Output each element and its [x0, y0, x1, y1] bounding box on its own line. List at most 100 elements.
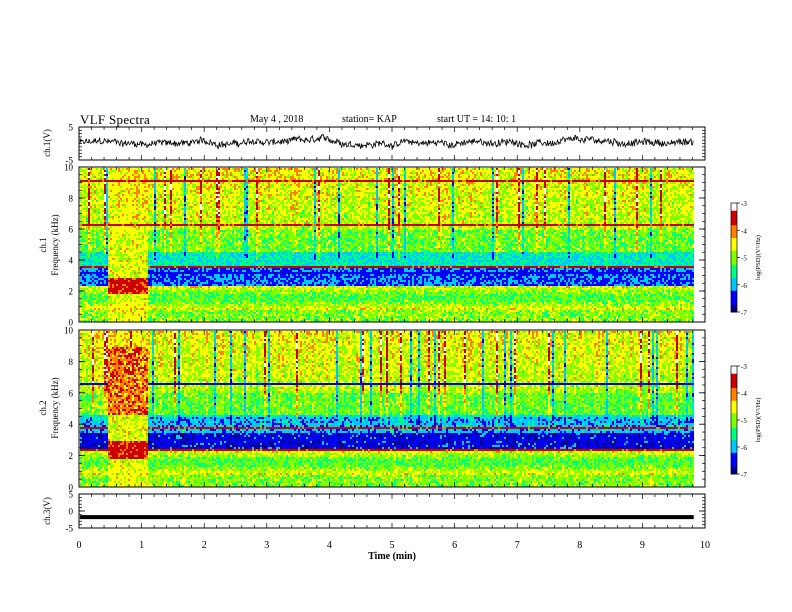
- spectrogram-cell: [80, 312, 82, 314]
- spectrogram-cell: [92, 276, 94, 278]
- spectrogram-cell: [84, 182, 86, 184]
- spectrogram-cell: [90, 252, 92, 254]
- spectrogram-cell: [90, 224, 92, 226]
- spectrogram-cell: [86, 282, 88, 284]
- spectrogram-cell: [84, 226, 86, 228]
- spectrogram-cell: [92, 280, 94, 282]
- spectrogram-cell: [90, 314, 92, 316]
- spectrogram-cell: [88, 296, 90, 298]
- spectrogram-cell: [94, 248, 96, 250]
- spectrogram-cell: [90, 268, 92, 270]
- spectrogram-cell: [92, 236, 94, 238]
- spectrogram-cell: [84, 224, 86, 226]
- spectrogram-cell: [88, 276, 90, 278]
- spectrogram-cell: [90, 298, 92, 300]
- spectrogram-cell: [96, 316, 98, 318]
- spectrogram-cell: [94, 188, 96, 190]
- spectrogram-cell: [90, 194, 92, 196]
- spectrogram-cell: [84, 246, 86, 248]
- spectrogram-cell: [92, 274, 94, 276]
- spectrogram-cell: [84, 282, 86, 284]
- spectrogram-cell: [84, 274, 86, 276]
- spectrogram-cell: [82, 218, 84, 220]
- spectrogram-cell: [86, 190, 88, 192]
- spectrogram-cell: [80, 194, 82, 196]
- spectrogram-cell: [94, 284, 96, 286]
- spectrogram-cell: [86, 220, 88, 222]
- spectrogram-cell: [80, 238, 82, 240]
- spectrogram-cell: [90, 236, 92, 238]
- spectrogram-cell: [92, 232, 94, 234]
- spectrogram-cell: [80, 242, 82, 244]
- spectrogram-cell: [92, 278, 94, 280]
- spectrogram-cell: [90, 244, 92, 246]
- spectrogram-cell: [92, 214, 94, 216]
- spectrogram-cell: [80, 200, 82, 202]
- spectrogram-cell: [88, 266, 90, 268]
- spectrogram-cell: [94, 290, 96, 292]
- spectrogram-cell: [86, 178, 88, 180]
- spectrogram-cell: [86, 274, 88, 276]
- spectrogram-cell: [94, 172, 96, 174]
- spectrogram-cell: [94, 306, 96, 308]
- spectrogram-cell: [84, 308, 86, 310]
- spectrogram-cell: [94, 258, 96, 260]
- spectrogram-cell: [92, 252, 94, 254]
- spectrogram-cell: [82, 230, 84, 232]
- spectrogram-cell: [88, 310, 90, 312]
- spectrogram-cell: [86, 280, 88, 282]
- spectrogram-cell: [90, 304, 92, 306]
- spectrogram-cell: [86, 238, 88, 240]
- spectrogram-cell: [82, 256, 84, 258]
- spectrogram-cell: [86, 174, 88, 176]
- spectrogram-cell: [82, 254, 84, 256]
- spectrogram-cell: [90, 192, 92, 194]
- spectrogram-cell: [84, 276, 86, 278]
- spectrogram-cell: [82, 264, 84, 266]
- spectrogram-cell: [90, 198, 92, 200]
- spectrogram-cell: [86, 300, 88, 302]
- spectrogram-cell: [80, 308, 82, 310]
- spectrogram-cell: [88, 172, 90, 174]
- spectrogram-cell: [84, 236, 86, 238]
- spectrogram-cell: [90, 216, 92, 218]
- spectrogram-cell: [80, 276, 82, 278]
- spectrogram-cell: [88, 214, 90, 216]
- spectrogram-cell: [88, 300, 90, 302]
- spectrogram-cell: [84, 312, 86, 314]
- spectrogram-cell: [80, 176, 82, 178]
- spectrogram-cell: [92, 266, 94, 268]
- spectrogram-cell: [80, 178, 82, 180]
- spectrogram-cell: [80, 222, 82, 224]
- spectrogram-cell: [90, 206, 92, 208]
- spectrogram-cell: [88, 272, 90, 274]
- spectrogram-cell: [84, 192, 86, 194]
- spectrogram-cell: [86, 176, 88, 178]
- spectrogram-cell: [80, 294, 82, 296]
- spectrogram-cell: [86, 242, 88, 244]
- spectrogram-cell: [88, 198, 90, 200]
- spectrogram-cell: [92, 176, 94, 178]
- spectrogram-cell: [94, 252, 96, 254]
- spectrogram-cell: [86, 318, 88, 320]
- spectrogram-cell: [84, 194, 86, 196]
- spectrogram-cell: [80, 272, 82, 274]
- spectrogram-cell: [88, 282, 90, 284]
- spectrogram-cell: [96, 318, 98, 320]
- spectrogram-cell: [90, 288, 92, 290]
- spectrogram-cell: [90, 290, 92, 292]
- spectrogram-cell: [92, 170, 94, 172]
- spectrogram-cell: [86, 206, 88, 208]
- spectrogram-cell: [84, 256, 86, 258]
- spectrogram-cell: [82, 274, 84, 276]
- spectrogram-cell: [82, 288, 84, 290]
- spectrogram-cell: [94, 254, 96, 256]
- spectrogram-cell: [88, 262, 90, 264]
- spectrogram-cell: [94, 264, 96, 266]
- spectrogram-cell: [94, 214, 96, 216]
- spectrogram-cell: [82, 204, 84, 206]
- spectrogram-cell: [92, 178, 94, 180]
- spectrogram-cell: [82, 252, 84, 254]
- spectrogram-cell: [88, 182, 90, 184]
- spectrogram-cell: [84, 250, 86, 252]
